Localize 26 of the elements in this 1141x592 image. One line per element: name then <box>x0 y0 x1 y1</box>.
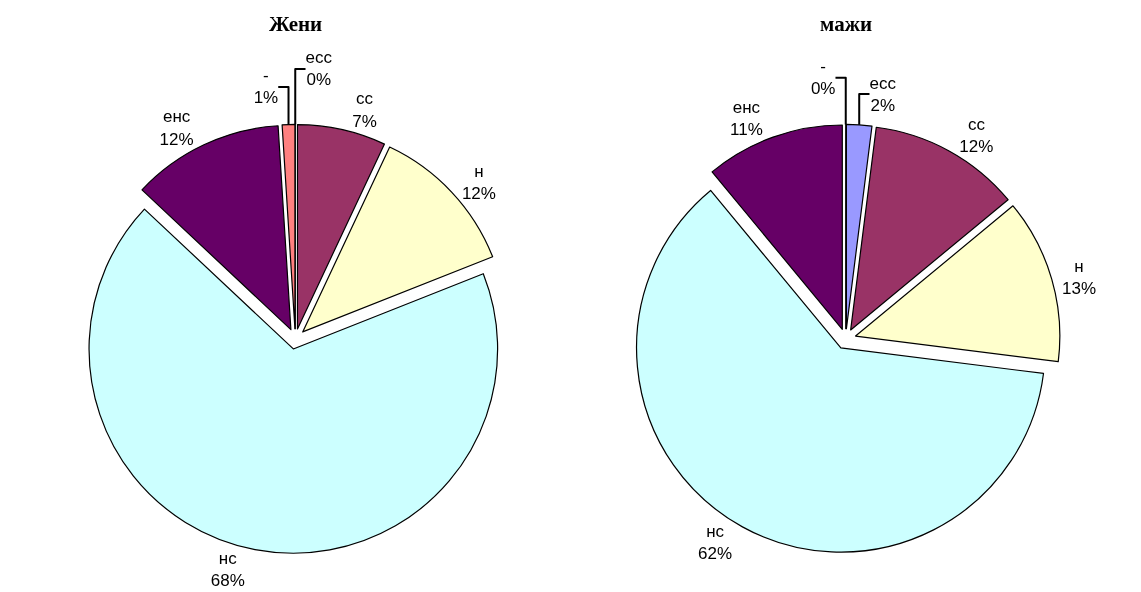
slice-label: н <box>474 161 484 181</box>
category-label: - <box>820 57 827 77</box>
chart-title: мажи <box>820 12 872 36</box>
data-label: 12% <box>159 129 194 149</box>
data-label: 2% <box>870 95 896 115</box>
slice-label: н <box>1074 256 1084 276</box>
slice-label: сс <box>967 114 986 134</box>
slice-label: енс <box>162 107 191 127</box>
slice-label: сс <box>356 89 374 109</box>
slice-label: нс <box>706 522 725 542</box>
data-label: 12% <box>461 183 496 203</box>
slice-label: есс <box>869 73 897 93</box>
slice-label: - <box>263 66 269 86</box>
data-label: 1% <box>253 88 279 108</box>
data-label: 13% <box>1062 279 1097 299</box>
data-label: 12% <box>959 136 994 156</box>
chart-title: Жени <box>269 12 323 36</box>
category-label: есс <box>305 48 332 68</box>
text: 0% <box>810 79 836 99</box>
data-label: 62% <box>698 544 733 564</box>
data-label: 68% <box>210 570 245 590</box>
data-label: 7% <box>352 111 377 131</box>
text: 0% <box>306 70 332 90</box>
slice-label: енс <box>732 98 761 118</box>
data-label: 11% <box>730 120 763 140</box>
slice-label: нс <box>218 548 238 568</box>
